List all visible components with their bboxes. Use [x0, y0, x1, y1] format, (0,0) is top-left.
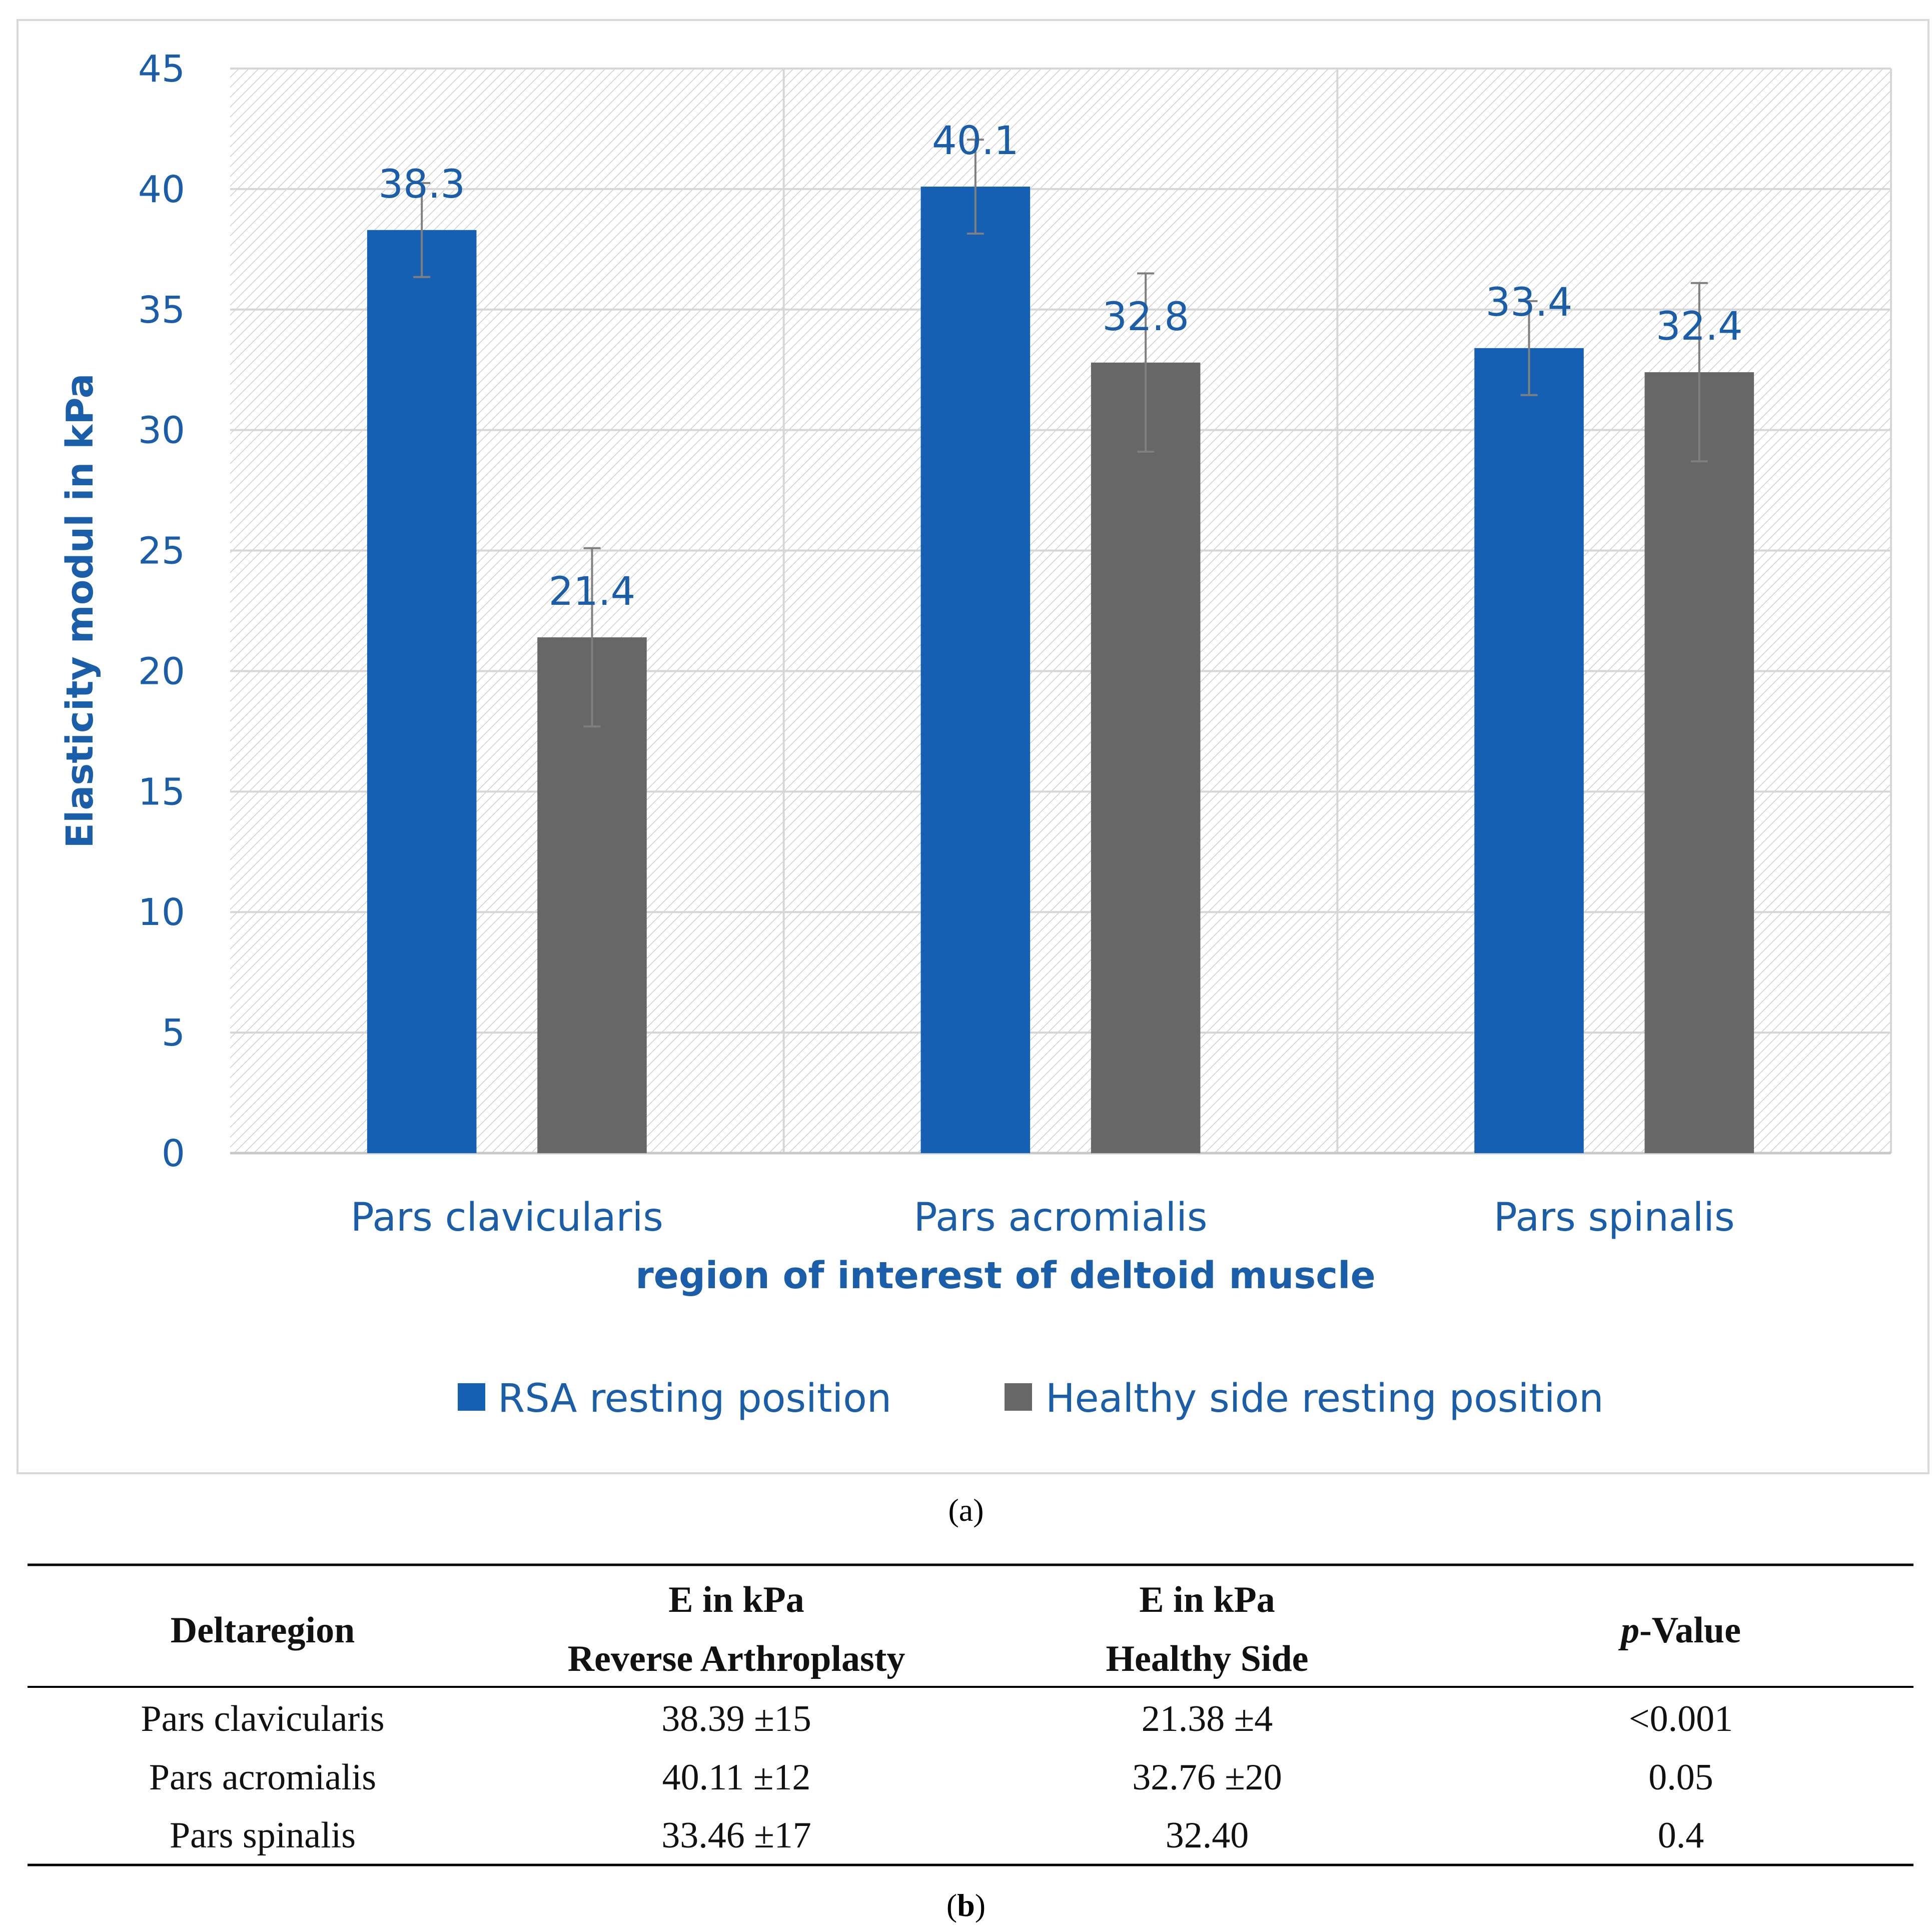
table-header-rsa-line1: E in kPa	[668, 1579, 804, 1620]
legend-swatch-rsa	[458, 1383, 485, 1411]
legend: RSA resting position Healthy side restin…	[458, 1376, 1604, 1421]
y-tick-25: 25	[138, 530, 185, 573]
results-table: Deltaregion E in kPa Reverse Arthroplast…	[28, 1563, 1913, 1866]
table-cell-r2-c2: 32.40	[1166, 1815, 1249, 1856]
gridlines	[230, 68, 1892, 1153]
table-cell-r1-c2: 32.76 ±20	[1132, 1757, 1282, 1798]
table-cell-r1-c1: 40.11 ±12	[662, 1757, 811, 1798]
legend-label-rsa: RSA resting position	[498, 1376, 891, 1421]
bar-rsa-pars-spinalis	[1474, 348, 1584, 1153]
table-header-pvalue: p-Value	[1618, 1610, 1741, 1651]
table-header-deltaregion: Deltaregion	[171, 1610, 355, 1651]
x-tick-pars-spinalis: Pars spinalis	[1494, 1195, 1735, 1240]
table-header-healthy-line2: Healthy Side	[1106, 1638, 1309, 1679]
data-label-bar-healthy-pars-clavicularis: 21.4	[549, 569, 636, 614]
data-label-bar-healthy-pars-acromialis: 32.8	[1102, 295, 1189, 340]
bar-healthy-pars-spinalis	[1644, 372, 1754, 1153]
x-tick-pars-clavicularis: Pars clavicularis	[351, 1195, 663, 1240]
y-tick-45: 45	[138, 48, 185, 91]
table-cell-r0-c3: <0.001	[1629, 1698, 1733, 1739]
caption-b: (b)	[946, 1887, 986, 1923]
legend-label-healthy: Healthy side resting position	[1046, 1376, 1604, 1421]
data-label-bar-rsa-pars-clavicularis: 38.3	[378, 162, 465, 207]
bar-rsa-pars-acromialis	[920, 187, 1031, 1154]
y-tick-30: 30	[138, 409, 185, 452]
table-body: Pars clavicularis 38.39 ±15 21.38 ±4 <0.001…	[141, 1698, 1733, 1856]
bars	[367, 187, 1754, 1154]
y-tick-15: 15	[138, 770, 185, 813]
x-tick-pars-acromialis: Pars acromialis	[913, 1195, 1207, 1240]
data-label-bar-rsa-pars-spinalis: 33.4	[1486, 280, 1573, 325]
legend-swatch-healthy	[1005, 1383, 1032, 1411]
table-cell-r1-c3: 0.05	[1648, 1757, 1713, 1798]
plot-background	[230, 69, 1891, 1153]
x-axis-title: region of interest of deltoid muscle	[635, 1254, 1375, 1297]
x-category-labels: Pars clavicularis Pars acromialis Pars spi…	[351, 1195, 1735, 1240]
table-header-rsa-line2: Reverse Arthroplasty	[568, 1638, 905, 1679]
data-label-bar-healthy-pars-spinalis: 32.4	[1656, 304, 1743, 349]
table-cell-r0-c2: 21.38 ±4	[1142, 1698, 1273, 1739]
y-tick-35: 35	[138, 289, 185, 332]
table-cell-r0-c1: 38.39 ±15	[661, 1698, 811, 1739]
y-tick-5: 5	[162, 1012, 185, 1055]
bar-healthy-pars-acromialis	[1091, 362, 1201, 1154]
y-tick-labels: 0 5 10 15 20 25 30 35 40 45	[138, 48, 185, 1175]
bar-rsa-pars-clavicularis	[367, 230, 477, 1153]
y-tick-20: 20	[138, 650, 185, 693]
data-labels: 38.3 21.4 40.1 32.8 33.4 32.4	[378, 119, 1742, 614]
error-bars	[413, 139, 1708, 728]
table-cell-r0-c0: Pars clavicularis	[141, 1698, 385, 1739]
y-tick-40: 40	[138, 168, 185, 211]
table-cell-r2-c3: 0.4	[1658, 1815, 1704, 1856]
y-axis-title: Elasticity modul in kPa	[59, 373, 102, 848]
data-label-bar-rsa-pars-acromialis: 40.1	[932, 119, 1019, 164]
table-cell-r2-c0: Pars spinalis	[170, 1815, 356, 1856]
y-tick-10: 10	[138, 891, 185, 934]
table-cell-r2-c1: 33.46 ±17	[661, 1815, 811, 1856]
caption-a: (a)	[948, 1492, 984, 1528]
table-header-healthy-line1: E in kPa	[1139, 1579, 1275, 1620]
y-tick-0: 0	[162, 1132, 185, 1175]
table-cell-r1-c0: Pars acromialis	[149, 1757, 376, 1798]
